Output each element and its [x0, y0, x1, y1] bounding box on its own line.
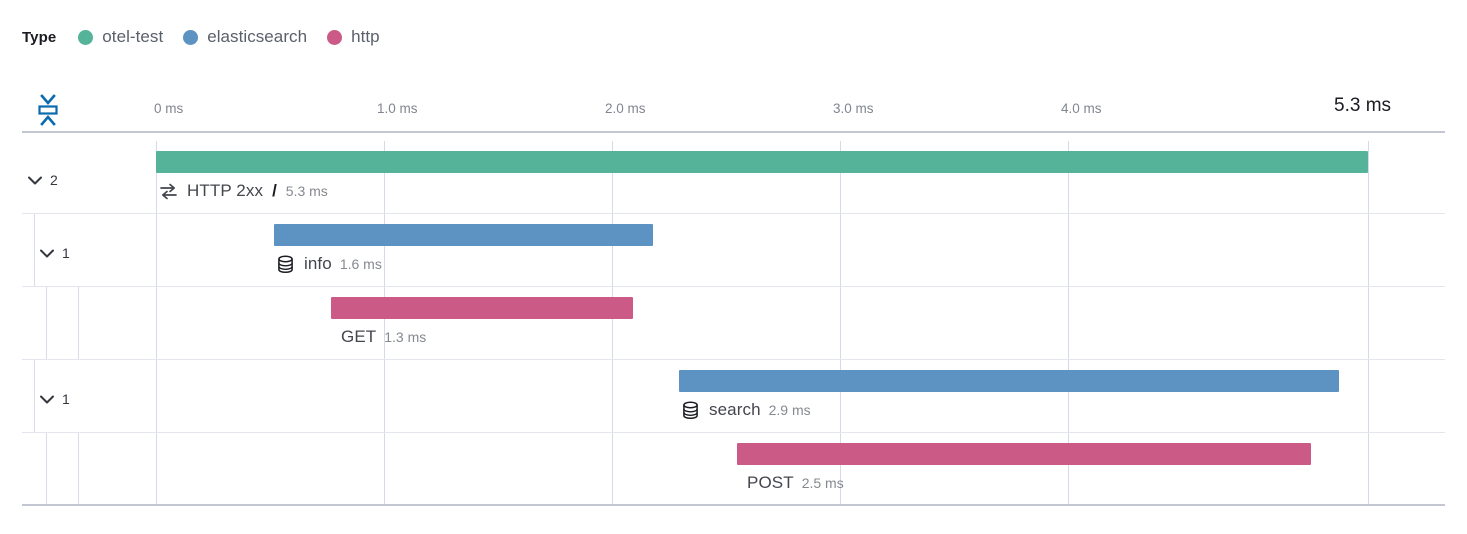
- waterfall-rows: 2 HTTP 2xx / 5.3 ms: [22, 141, 1445, 506]
- row-expand-toggle[interactable]: 1: [40, 391, 70, 407]
- chevron-down-icon: [40, 395, 54, 403]
- row-child-count: 1: [62, 245, 70, 261]
- axis-tick: 3.0 ms: [833, 101, 874, 116]
- tree-indent-guide: [34, 214, 35, 286]
- axis-tick: 1.0 ms: [377, 101, 418, 116]
- legend-item-label: http: [351, 27, 380, 46]
- timeline-axis: 0 ms 1.0 ms 2.0 ms 3.0 ms 4.0 ms 5.3 ms: [22, 88, 1445, 133]
- axis-tick: 0 ms: [154, 101, 184, 116]
- span-bar[interactable]: [331, 297, 633, 319]
- legend-dot-icon: [78, 29, 94, 45]
- span-operation: info: [304, 254, 332, 273]
- span-operation: POST: [747, 473, 794, 492]
- axis-tick: 2.0 ms: [605, 101, 646, 116]
- legend: Type otel-test elasticsearch http: [22, 24, 400, 50]
- span-duration: 2.9 ms: [768, 402, 811, 418]
- span-operation: GET: [341, 327, 377, 346]
- row-expand-toggle[interactable]: 1: [40, 245, 70, 261]
- database-icon: [275, 254, 295, 274]
- row-expand-toggle[interactable]: 2: [28, 172, 58, 188]
- span-label: search 2.9 ms: [680, 400, 811, 420]
- legend-title: Type: [22, 28, 57, 46]
- span-operation: search: [709, 400, 761, 419]
- axis-tick: 4.0 ms: [1061, 101, 1102, 116]
- span-bar[interactable]: [274, 224, 653, 246]
- span-duration: 1.3 ms: [384, 329, 427, 345]
- chevron-down-icon: [28, 176, 42, 184]
- table-row[interactable]: 1 search 2.9 ms: [22, 360, 1445, 433]
- span-separator: /: [272, 181, 277, 200]
- legend-item-label: elasticsearch: [207, 27, 308, 46]
- exchange-arrows-icon: [158, 181, 178, 201]
- legend-item-label: otel-test: [102, 27, 164, 46]
- tree-indent-guide: [46, 287, 47, 359]
- legend-item-http[interactable]: http: [327, 27, 380, 47]
- legend-dot-icon: [183, 29, 199, 45]
- axis-total-label: 5.3 ms: [1334, 95, 1392, 116]
- span-bar[interactable]: [156, 151, 1368, 173]
- legend-dot-icon: [327, 29, 343, 45]
- table-row[interactable]: GET 1.3 ms: [22, 287, 1445, 360]
- span-label: HTTP 2xx / 5.3 ms: [158, 181, 328, 201]
- table-row[interactable]: 2 HTTP 2xx / 5.3 ms: [22, 141, 1445, 214]
- span-duration: 5.3 ms: [285, 183, 328, 199]
- span-label: POST 2.5 ms: [747, 473, 844, 493]
- span-bar[interactable]: [679, 370, 1339, 392]
- tree-indent-guide: [78, 287, 79, 359]
- gridlines: [22, 214, 1445, 286]
- span-label: info 1.6 ms: [275, 254, 382, 274]
- span-duration: 2.5 ms: [801, 475, 844, 491]
- tree-indent-guide: [46, 433, 47, 504]
- legend-item-otel-test[interactable]: otel-test: [78, 27, 163, 47]
- legend-item-elasticsearch[interactable]: elasticsearch: [183, 27, 307, 47]
- span-duration: 1.6 ms: [339, 256, 382, 272]
- axis-baseline: [22, 131, 1445, 133]
- chevron-down-icon: [40, 249, 54, 257]
- table-row[interactable]: 1 info 1.6 ms: [22, 214, 1445, 287]
- row-child-count: 1: [62, 391, 70, 407]
- table-row[interactable]: POST 2.5 ms: [22, 433, 1445, 506]
- tree-indent-guide: [34, 360, 35, 432]
- row-child-count: 2: [50, 172, 58, 188]
- database-icon: [680, 400, 700, 420]
- span-operation: HTTP 2xx: [187, 181, 264, 200]
- span-bar[interactable]: [737, 443, 1311, 465]
- gridlines: [22, 287, 1445, 359]
- span-label: GET 1.3 ms: [341, 327, 426, 347]
- collapse-all-icon[interactable]: [34, 92, 62, 128]
- tree-indent-guide: [78, 433, 79, 504]
